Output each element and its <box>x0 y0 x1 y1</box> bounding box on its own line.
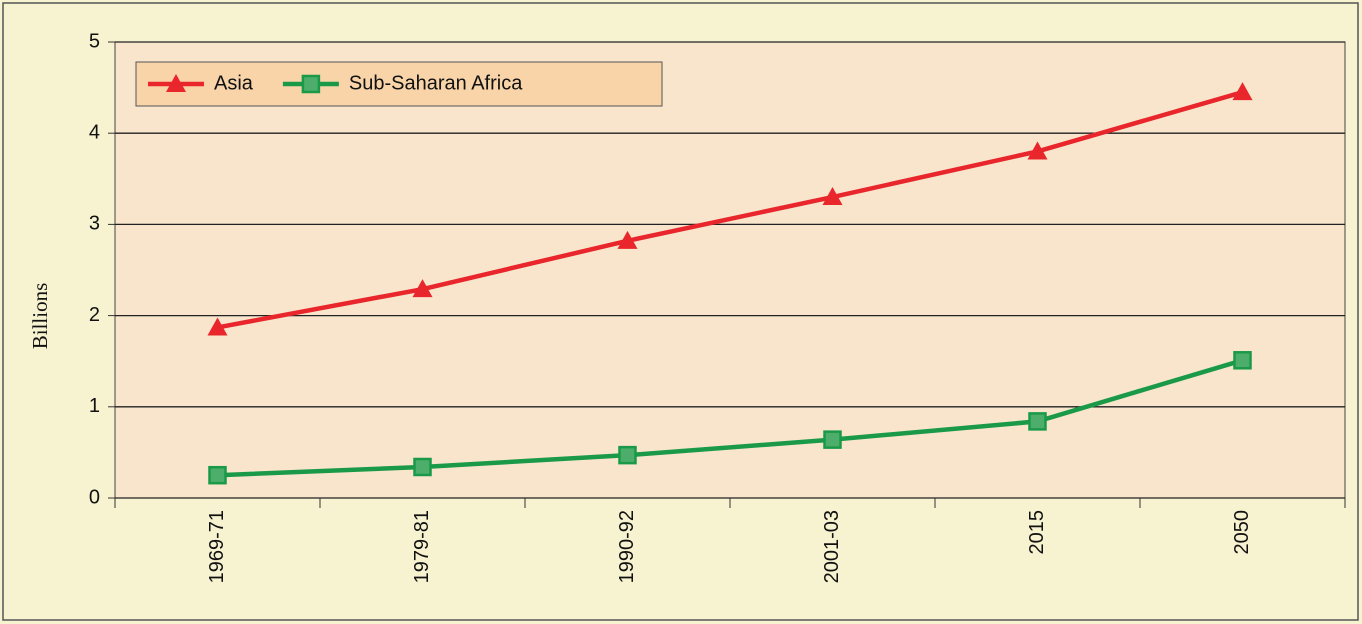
y-tick-label: 5 <box>89 30 100 52</box>
marker <box>413 457 432 477</box>
x-tick-label: 1969-71 <box>206 510 228 583</box>
marker <box>823 430 842 449</box>
marker <box>1232 82 1253 101</box>
x-tick-label: 2050 <box>1231 510 1253 555</box>
legend-label: Asia <box>214 72 254 94</box>
marker <box>618 445 637 465</box>
marker <box>822 187 843 206</box>
x-tick-label: 2001-03 <box>821 510 843 583</box>
marker <box>412 279 433 298</box>
y-tick-label: 0 <box>89 486 100 508</box>
marker <box>1233 351 1252 370</box>
marker <box>1027 141 1048 160</box>
y-tick-label: 4 <box>89 121 100 143</box>
plot-area <box>114 41 1346 499</box>
y-tick-label: 3 <box>89 213 100 235</box>
legend <box>135 61 663 107</box>
x-tick-label: 1979-81 <box>411 510 433 583</box>
y-tick-label: 1 <box>89 395 100 417</box>
marker <box>301 74 321 94</box>
x-tick-label: 2015 <box>1026 510 1048 555</box>
legend-label: Sub-Saharan Africa <box>349 72 523 94</box>
y-tick-label: 2 <box>89 304 100 326</box>
marker <box>1028 412 1047 431</box>
marker <box>208 465 227 485</box>
series-line <box>217 358 1244 478</box>
x-tick-label: 1990-92 <box>616 510 638 583</box>
marker <box>166 74 186 92</box>
marker <box>207 317 228 336</box>
series-line <box>217 89 1244 330</box>
marker <box>617 230 638 249</box>
y-axis-label: Billions <box>28 283 52 350</box>
